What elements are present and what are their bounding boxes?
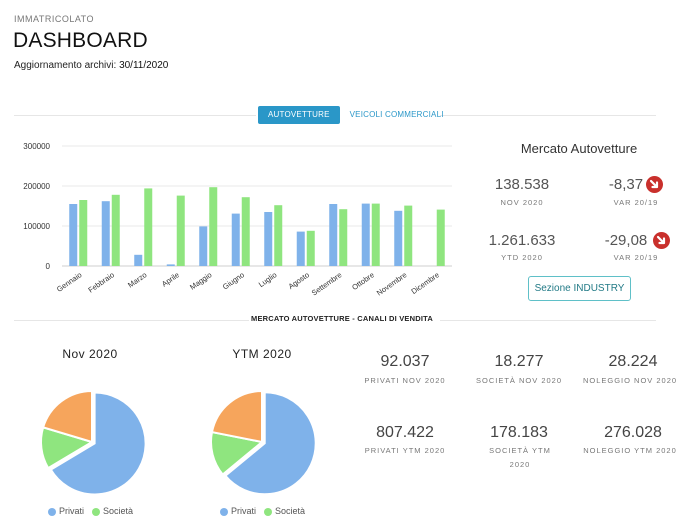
legend-item[interactable]: Privati bbox=[220, 506, 256, 516]
divider bbox=[440, 115, 656, 116]
nov-label: NOV 2020 bbox=[500, 198, 544, 207]
var-ytd-value: -29,08 bbox=[604, 232, 648, 249]
y-tick-label: 0 bbox=[46, 262, 51, 271]
x-tick-label: Ottobre bbox=[350, 270, 376, 292]
market-title: Mercato Autovetture bbox=[520, 141, 638, 156]
bar-febbraio-series2[interactable] bbox=[111, 194, 120, 266]
bar-settembre-series2[interactable] bbox=[339, 209, 348, 266]
bar-maggio-series2[interactable] bbox=[209, 187, 218, 266]
bar-giugno-series2[interactable] bbox=[241, 197, 250, 266]
divider bbox=[440, 320, 656, 321]
pie-chart-ytm bbox=[210, 389, 317, 496]
x-tick-label: Luglio bbox=[257, 270, 279, 289]
pie-nov-legend: Privati Società bbox=[48, 506, 133, 516]
arrow-down-right-icon bbox=[653, 232, 670, 249]
bar-dicembre-series2[interactable] bbox=[436, 209, 445, 266]
legend-item[interactable]: Società bbox=[92, 506, 133, 516]
industry-section-button[interactable]: Sezione INDUSTRY bbox=[528, 276, 631, 301]
archive-update-label: Aggiornamento archivi: bbox=[14, 60, 120, 71]
ytd-label: YTD 2020 bbox=[501, 253, 543, 262]
bar-marzo-series1[interactable] bbox=[134, 254, 143, 266]
var-ytd-label: VAR 20/19 bbox=[613, 253, 659, 262]
kpi-privati-ytm-value: 807.422 bbox=[376, 424, 434, 441]
archive-update-info: Aggiornamento archivi: 30/11/2020 bbox=[14, 60, 168, 71]
kpi-privati-nov-value: 92.037 bbox=[380, 353, 430, 370]
kpi-noleggio-nov-label: NOLEGGIO NOV 2020 bbox=[582, 376, 678, 385]
y-tick-label: 100000 bbox=[23, 222, 50, 231]
tab-veicoli-commerciali[interactable]: VEICOLI COMMERCIALI bbox=[349, 110, 444, 119]
x-tick-label: Gennaio bbox=[55, 270, 83, 294]
pie-slice[interactable] bbox=[224, 391, 317, 496]
x-tick-label: Giugno bbox=[221, 270, 246, 291]
var-nov-value: -8,37 bbox=[608, 176, 644, 193]
bar-ottobre-series1[interactable] bbox=[361, 203, 370, 266]
bar-giugno-series1[interactable] bbox=[231, 213, 240, 266]
vehicle-type-tabs: AUTOVETTURE VEICOLI COMMERCIALI bbox=[258, 106, 454, 124]
bar-luglio-series1[interactable] bbox=[264, 212, 273, 266]
nov-value: 138.538 bbox=[494, 176, 550, 193]
pie-slice[interactable] bbox=[41, 389, 93, 444]
bar-aprile-series2[interactable] bbox=[176, 195, 185, 266]
tab-autovetture[interactable]: AUTOVETTURE bbox=[258, 106, 340, 124]
pie-ytm-title: YTM 2020 bbox=[232, 347, 292, 361]
bar-maggio-series1[interactable] bbox=[199, 226, 208, 266]
y-tick-label: 200000 bbox=[23, 182, 50, 191]
x-tick-label: Agosto bbox=[287, 270, 311, 291]
pie-nov-title: Nov 2020 bbox=[62, 347, 118, 361]
pie-ytm-legend: Privati Società bbox=[220, 506, 305, 516]
bar-agosto-series2[interactable] bbox=[306, 230, 315, 266]
bar-febbraio-series1[interactable] bbox=[101, 201, 110, 266]
page-eyebrow: IMMATRICOLATO bbox=[14, 14, 95, 24]
pie-slice[interactable] bbox=[49, 391, 147, 496]
y-tick-label: 300000 bbox=[23, 142, 50, 151]
kpi-noleggio-ytm-label: NOLEGGIO YTM 2020 bbox=[583, 446, 677, 455]
kpi-privati-ytm-label: PRIVATI YTM 2020 bbox=[364, 446, 446, 455]
bar-novembre-series2[interactable] bbox=[404, 205, 413, 266]
kpi-noleggio-ytm-value: 276.028 bbox=[604, 424, 662, 441]
divider bbox=[14, 115, 256, 116]
bar-novembre-series1[interactable] bbox=[394, 210, 403, 266]
ytd-value: 1.261.633 bbox=[488, 232, 556, 249]
bar-gennaio-series1[interactable] bbox=[69, 204, 78, 266]
kpi-societa-ytm-label: SOCIETÀ YTM 2020 bbox=[489, 446, 551, 469]
x-tick-label: Marzo bbox=[126, 270, 148, 289]
var-nov-label: VAR 20/19 bbox=[613, 198, 659, 207]
x-tick-label: Maggio bbox=[188, 270, 213, 291]
page-title: DASHBOARD bbox=[13, 29, 148, 52]
bar-agosto-series1[interactable] bbox=[296, 231, 305, 266]
legend-item[interactable]: Società bbox=[264, 506, 305, 516]
kpi-societa-nov-value: 18.277 bbox=[494, 353, 544, 370]
archive-update-date: 30/11/2020 bbox=[119, 60, 169, 71]
legend-item[interactable]: Privati bbox=[48, 506, 84, 516]
pie-chart-nov bbox=[40, 389, 147, 496]
arrow-down-right-icon bbox=[646, 176, 663, 193]
kpi-privati-nov-label: PRIVATI NOV 2020 bbox=[364, 376, 446, 385]
bar-ottobre-series2[interactable] bbox=[371, 203, 380, 266]
x-tick-label: Novembre bbox=[375, 270, 409, 297]
x-tick-label: Febbraio bbox=[86, 270, 115, 294]
kpi-societa-nov-label: SOCIETÀ NOV 2020 bbox=[475, 376, 563, 385]
kpi-noleggio-nov-value: 28.224 bbox=[608, 353, 658, 370]
bar-gennaio-series2[interactable] bbox=[79, 200, 88, 266]
x-tick-label: Aprile bbox=[160, 270, 181, 288]
channels-section-title: MERCATO AUTOVETTURE - CANALI DI VENDITA bbox=[251, 314, 433, 323]
monthly-registrations-chart: 0 100000 200000 300000 Gennaio Febbraio Marzo A… bbox=[23, 142, 452, 297]
bar-aprile-series1[interactable] bbox=[166, 264, 175, 266]
bar-settembre-series1[interactable] bbox=[329, 204, 338, 266]
kpi-societa-ytm-value: 178.183 bbox=[490, 424, 548, 441]
divider bbox=[14, 320, 249, 321]
x-tick-label: Dicembre bbox=[409, 270, 440, 296]
x-tick-label: Settembre bbox=[310, 270, 344, 297]
pie-slice[interactable] bbox=[210, 389, 263, 444]
bar-luglio-series2[interactable] bbox=[274, 205, 283, 266]
bar-marzo-series2[interactable] bbox=[144, 188, 153, 266]
